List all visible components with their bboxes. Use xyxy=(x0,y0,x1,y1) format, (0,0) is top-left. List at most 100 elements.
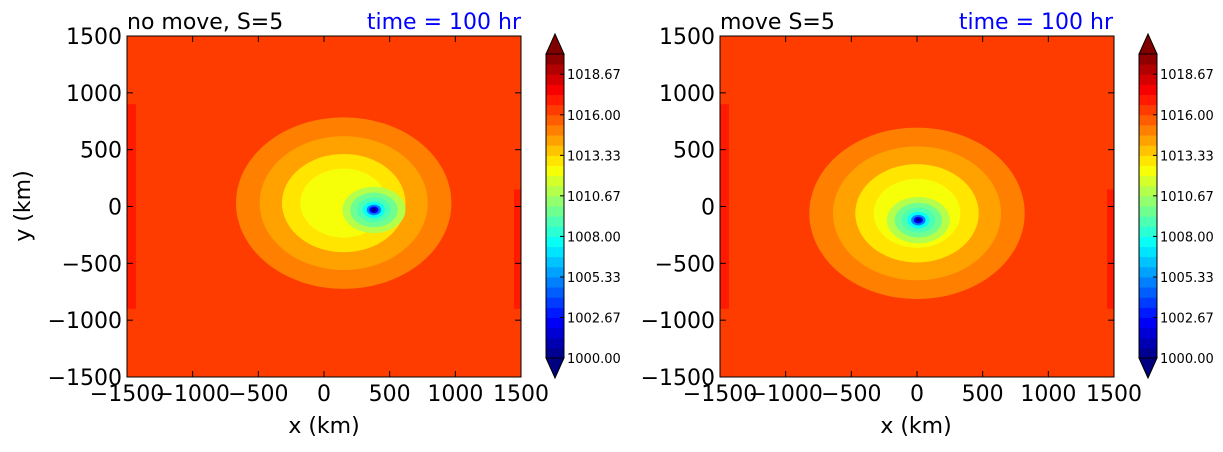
colorbar-segment xyxy=(546,135,564,146)
colorbar-segment xyxy=(546,165,564,177)
colorbar-tick-label: 1010.67 xyxy=(567,190,621,205)
colorbar-frame xyxy=(545,53,565,359)
colorbar-extend-min xyxy=(545,357,565,380)
colorbar-segment xyxy=(1139,145,1157,156)
colorbar-tick-label: 1008.00 xyxy=(567,230,621,245)
colorbar-segment xyxy=(546,84,564,96)
colorbar-segment xyxy=(546,337,564,349)
colorbar-tick-label: 1018.67 xyxy=(567,68,621,83)
colorbar-segment xyxy=(1139,74,1157,85)
colorbar-segment xyxy=(546,276,564,288)
left-panel: no move, S=5 time = 100 hr −1500−1000−50… xyxy=(11,10,621,439)
y-tick-label: 500 xyxy=(673,139,715,164)
colorbar-segment xyxy=(546,74,564,85)
colorbar-segment xyxy=(1139,94,1157,106)
colorbar-segment xyxy=(1139,114,1157,126)
x-tick-label: 0 xyxy=(910,382,924,407)
contour-plot-area xyxy=(719,35,1115,378)
colorbar-tick-label: 1013.33 xyxy=(567,149,621,164)
x-tick-label: 0 xyxy=(317,382,331,407)
y-tick-label: −500 xyxy=(62,252,122,277)
x-tick-label: 1000 xyxy=(1020,382,1076,407)
x-tick-label: −1000 xyxy=(748,382,822,407)
colorbar-segment xyxy=(546,317,564,329)
colorbar-segment xyxy=(1139,307,1157,318)
colorbar-extend-max xyxy=(545,32,565,55)
colorbar-segment xyxy=(1139,226,1157,237)
y-tick-label: 1000 xyxy=(66,82,122,107)
x-tick-label: −1000 xyxy=(155,382,229,407)
colorbar-segment xyxy=(546,145,564,156)
y-tick-label: −1500 xyxy=(641,366,715,391)
panel-title-left: move S=5 xyxy=(720,10,835,35)
colorbar-tick-label: 1000.00 xyxy=(567,352,621,367)
colorbar-segment xyxy=(1139,185,1157,197)
y-tick-label: 0 xyxy=(701,196,715,221)
colorbar: 1018.67 1016.00 1013.33 1010.67 1008.00 1005.… xyxy=(1138,32,1214,380)
x-tick-label: 1500 xyxy=(1086,382,1142,407)
colorbar-tick-label: 1005.33 xyxy=(1160,271,1214,286)
colorbar-segment xyxy=(1139,104,1157,116)
y-tick-label: −1000 xyxy=(48,309,122,334)
colorbar-segment xyxy=(546,236,564,248)
colorbar-segment xyxy=(546,246,564,258)
pressure-contour xyxy=(371,208,377,212)
colorbar-tick-label: 1016.00 xyxy=(1160,109,1214,124)
colorbar-segment xyxy=(546,287,564,298)
panel-title-right: time = 100 hr xyxy=(367,10,522,35)
edge-band xyxy=(1107,189,1114,309)
x-axis-ticks: −1500−1000−500 0 500 1000 1500 xyxy=(90,36,549,407)
colorbar-segment xyxy=(546,94,564,106)
colorbar-segment xyxy=(1139,337,1157,349)
colorbar-segment xyxy=(546,175,564,187)
colorbar-tick-label: 1002.67 xyxy=(1160,311,1214,326)
colorbar-segment xyxy=(546,216,564,227)
y-tick-label: −1500 xyxy=(48,366,122,391)
colorbar-segment xyxy=(1139,155,1157,166)
colorbar-segment xyxy=(546,256,564,268)
colorbar-segment xyxy=(1139,317,1157,329)
colorbar-segment xyxy=(546,226,564,237)
colorbar-segment xyxy=(546,297,564,308)
y-tick-label: 1000 xyxy=(659,82,715,107)
colorbar-segment xyxy=(1139,327,1157,339)
x-axis-label: x (km) xyxy=(288,414,359,439)
colorbar-segment xyxy=(546,266,564,278)
colorbar-segment xyxy=(1139,175,1157,187)
colorbar-tick-label: 1010.67 xyxy=(1160,190,1214,205)
colorbar-segment xyxy=(1139,206,1157,217)
colorbar-tick-label: 1013.33 xyxy=(1160,149,1214,164)
colorbar-segment xyxy=(1139,216,1157,227)
colorbar-segment xyxy=(1139,266,1157,278)
colorbar-segment xyxy=(1139,256,1157,268)
colorbar-segment xyxy=(1139,64,1157,75)
panel-title-left: no move, S=5 xyxy=(127,10,283,35)
panel-title-right: time = 100 hr xyxy=(959,10,1114,35)
colorbar-segment xyxy=(1139,165,1157,177)
colorbar-segment xyxy=(1139,54,1157,65)
colorbar-segment xyxy=(1139,347,1157,359)
colorbar-segment xyxy=(546,327,564,339)
colorbar-segment xyxy=(546,347,564,359)
colorbar-segment xyxy=(546,195,564,207)
colorbar-segment xyxy=(1139,276,1157,288)
x-tick-label: 1000 xyxy=(427,382,483,407)
x-axis-ticks: −1500−1000−500 0 500 1000 1500 xyxy=(683,36,1142,407)
x-tick-label: 500 xyxy=(962,382,1004,407)
colorbar-segment xyxy=(546,307,564,318)
x-tick-label: −1500 xyxy=(683,382,757,407)
colorbar-segment xyxy=(1139,124,1157,136)
colorbar-segment xyxy=(1139,297,1157,308)
y-tick-label: 0 xyxy=(108,196,122,221)
y-tick-label: 1500 xyxy=(66,25,122,50)
colorbar-tick-label: 1000.00 xyxy=(1160,352,1214,367)
colorbar: 1018.67 1016.00 1013.33 1010.67 1008.00 1005.… xyxy=(545,32,621,380)
colorbar-segment xyxy=(546,54,564,65)
colorbar-segment xyxy=(546,104,564,116)
x-tick-label: −500 xyxy=(228,382,288,407)
pressure-contour xyxy=(915,218,921,222)
colorbar-segment xyxy=(546,64,564,75)
x-tick-label: −500 xyxy=(821,382,881,407)
colorbar-segment xyxy=(546,185,564,197)
colorbar-segment xyxy=(1139,287,1157,298)
